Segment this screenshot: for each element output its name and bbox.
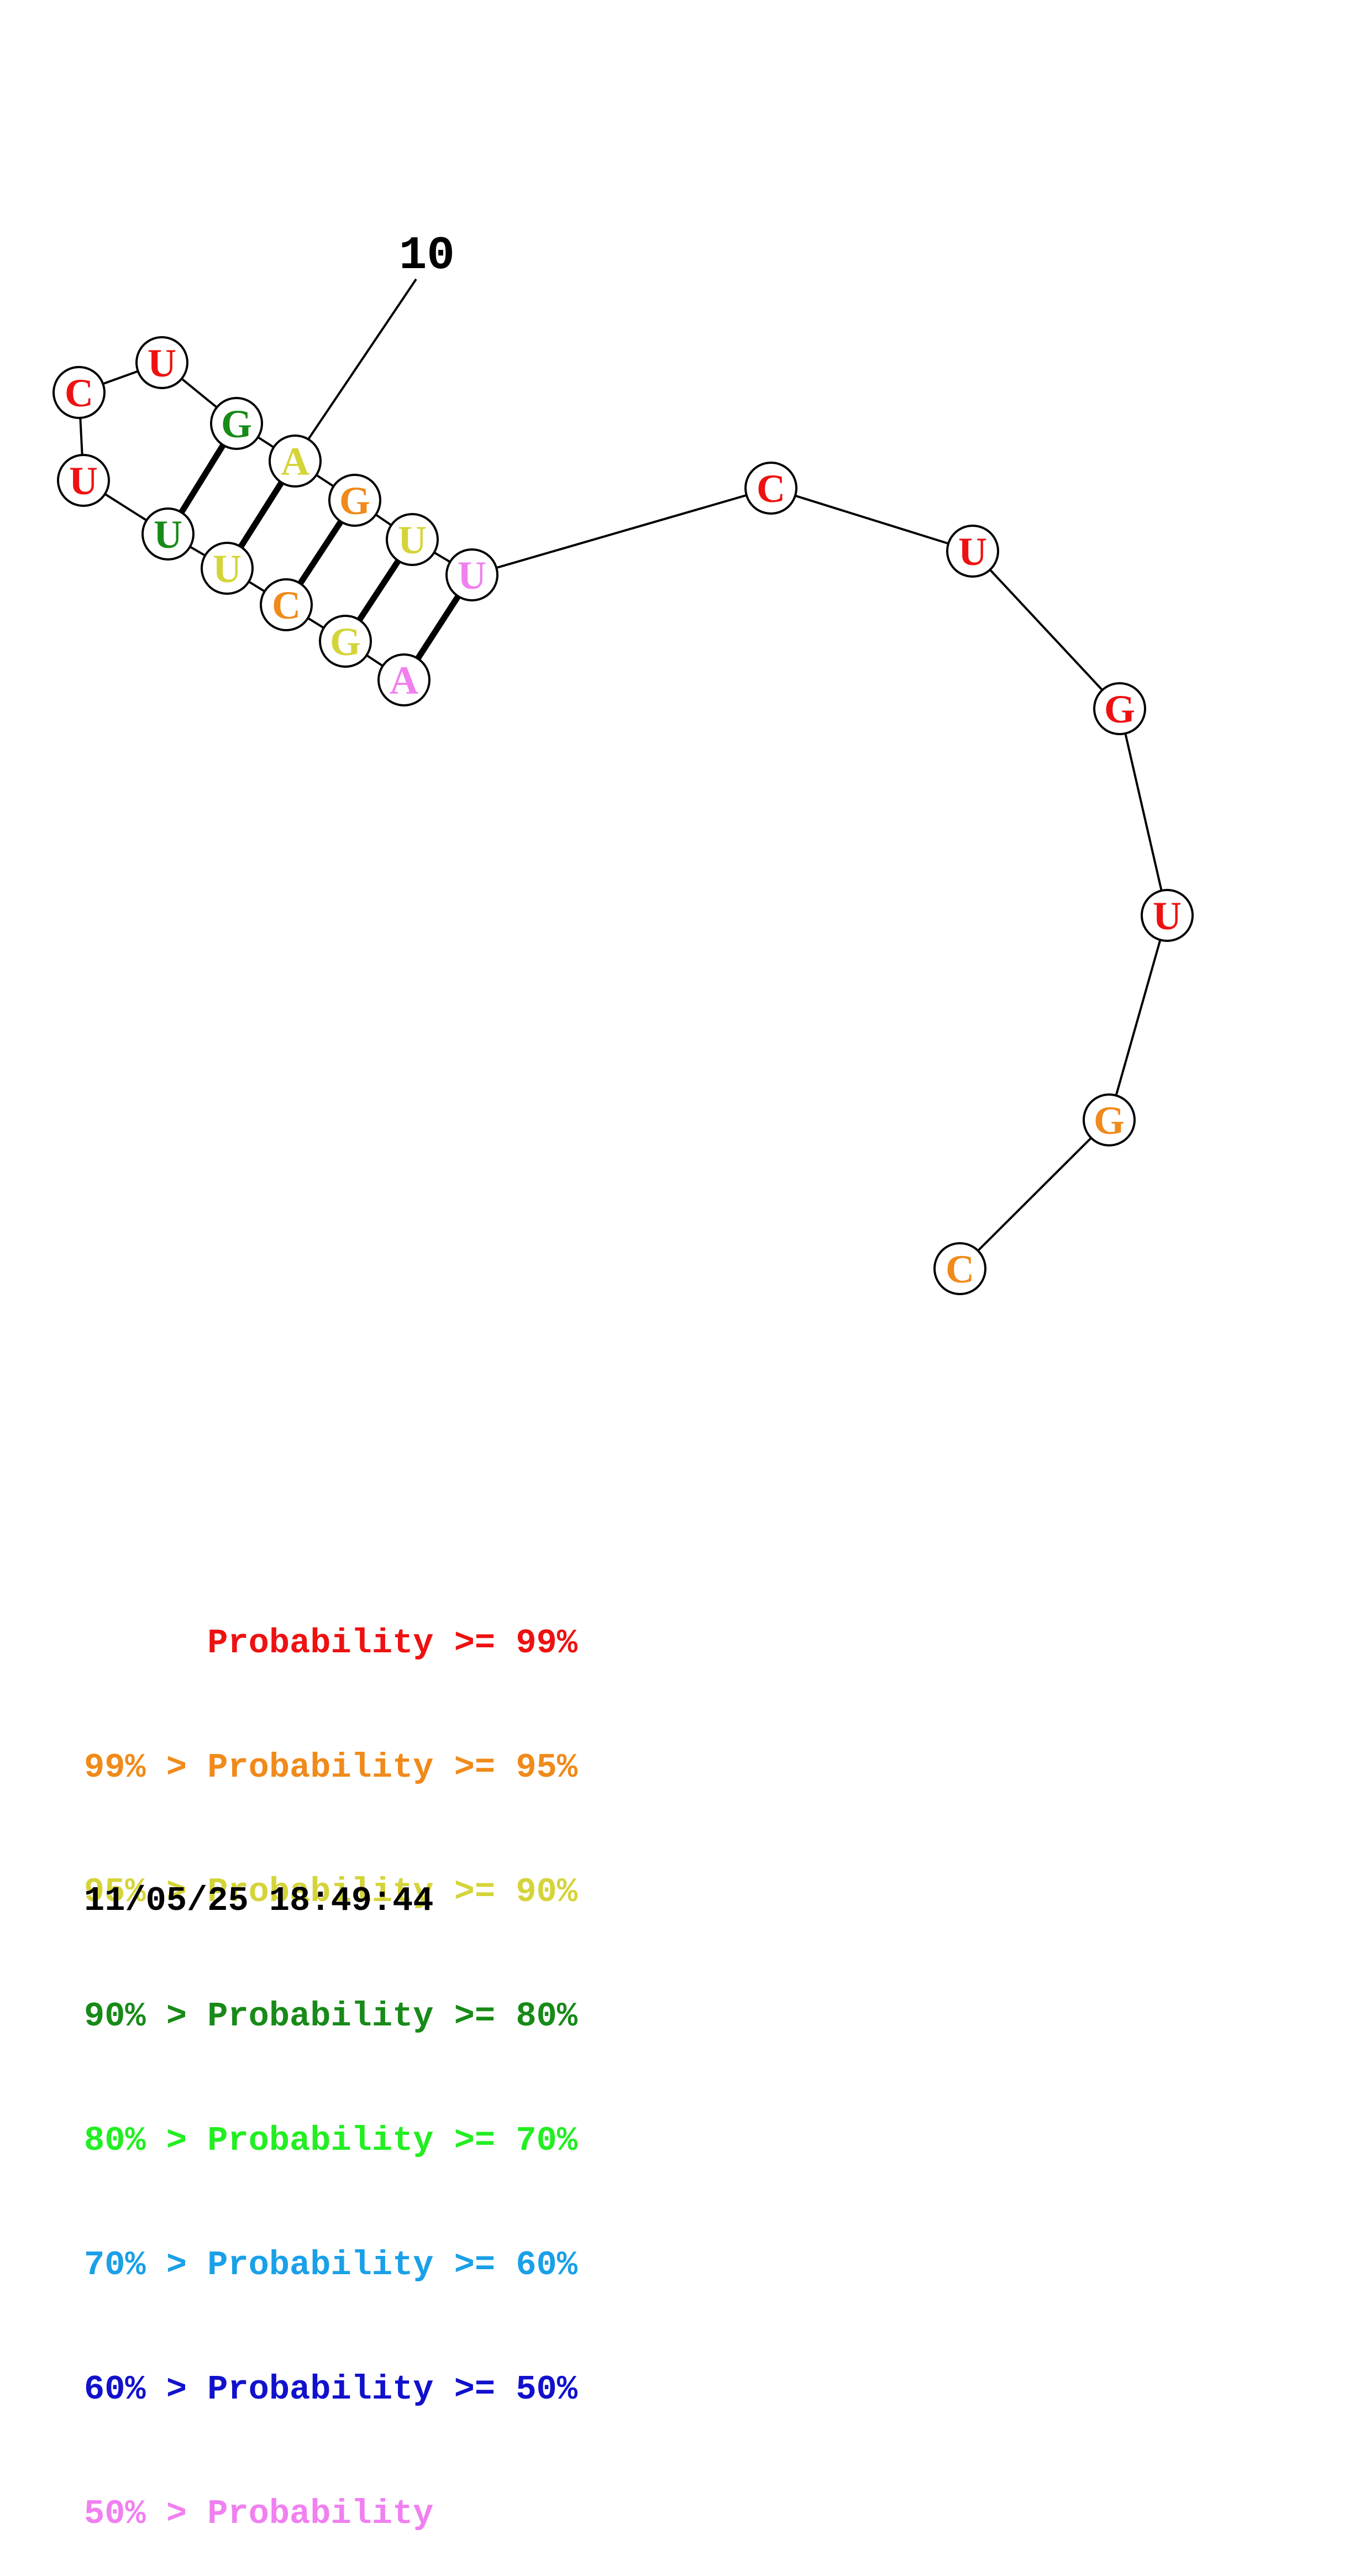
legend-entry-p90: 95% > Probability >= 90% bbox=[84, 1872, 578, 1912]
nucleotide-circle bbox=[328, 474, 381, 527]
nucleotide-circle bbox=[135, 336, 188, 389]
nucleotide-node: A bbox=[377, 653, 431, 706]
nucleotide-node: U bbox=[1141, 889, 1194, 942]
nucleotide-circle bbox=[1141, 889, 1194, 942]
nucleotide-node: U bbox=[201, 542, 254, 595]
backbone-segment bbox=[770, 487, 973, 552]
nucleotide-circle bbox=[57, 454, 110, 507]
nucleotide-node: U bbox=[386, 513, 439, 566]
nucleotide-circle bbox=[744, 462, 797, 515]
nucleotide-circle bbox=[319, 615, 372, 668]
nucleotide-node: U bbox=[946, 525, 999, 578]
nucleotide-letter: U bbox=[398, 518, 427, 562]
nucleotide-circle bbox=[269, 434, 322, 488]
legend-entry-p70: 80% > Probability >= 70% bbox=[84, 2121, 578, 2160]
nucleotide-node: U bbox=[445, 548, 498, 601]
nucleotide-letter: C bbox=[757, 467, 785, 511]
nucleotide-letter: C bbox=[65, 371, 93, 415]
nucleotide-letter: U bbox=[1153, 894, 1182, 938]
nucleotide-node: C bbox=[53, 366, 106, 419]
legend-entry-p95: 99% > Probability >= 95% bbox=[84, 1748, 578, 1787]
position-label-pointer bbox=[293, 278, 417, 462]
nucleotide-node: G bbox=[328, 474, 381, 527]
nucleotide-node: C bbox=[260, 578, 313, 631]
position-label-10: 10 bbox=[293, 230, 455, 462]
nucleotide-letter: U bbox=[213, 547, 242, 591]
nucleotide-node: U bbox=[135, 336, 188, 389]
nucleotide-letter: G bbox=[1104, 687, 1135, 731]
legend-entry-p99: Probability >= 99% bbox=[84, 1624, 578, 1663]
nucleotide-node: C bbox=[933, 1242, 986, 1295]
nucleotide-circle bbox=[1093, 682, 1146, 735]
nucleotide-letter: G bbox=[330, 620, 361, 664]
nucleotide-letter: U bbox=[148, 341, 176, 385]
backbone-segment bbox=[471, 487, 771, 576]
nucleotide-circle bbox=[445, 548, 498, 601]
nucleotide-circle bbox=[946, 525, 999, 578]
nucleotide-letter: G bbox=[221, 402, 252, 446]
nucleotide-letter: A bbox=[281, 439, 309, 484]
nucleotide-letter: C bbox=[946, 1247, 974, 1291]
nucleotide-circle bbox=[933, 1242, 986, 1295]
nucleotide-letter: G bbox=[1094, 1098, 1125, 1143]
nucleotide-letter: U bbox=[958, 530, 987, 574]
backbone-segment bbox=[959, 1119, 1110, 1270]
nucleotide-node: G bbox=[1093, 682, 1146, 735]
nucleotide-node: C bbox=[744, 462, 797, 515]
timestamp: 11/05/25 18:49:44 bbox=[84, 1881, 434, 1920]
nucleotide-circle bbox=[201, 542, 254, 595]
backbone-lines bbox=[78, 362, 1168, 1270]
legend-entry-below50: 50% > Probability bbox=[84, 2494, 434, 2533]
nucleotide-letter: U bbox=[458, 553, 486, 598]
nucleotide-node: U bbox=[57, 454, 110, 507]
nucleotide-node: U bbox=[141, 507, 195, 561]
position-label-text: 10 bbox=[399, 230, 455, 282]
nucleotide-circle bbox=[386, 513, 439, 566]
backbone-segment bbox=[972, 550, 1121, 710]
nucleotide-circle bbox=[260, 578, 313, 631]
nucleotide-circle bbox=[53, 366, 106, 419]
nucleotide-letter: U bbox=[154, 512, 182, 557]
probability-legend: Probability >= 99% 99% > Probability >= … bbox=[84, 1540, 578, 2576]
legend-entry-p50: 60% > Probability >= 50% bbox=[84, 2370, 578, 2409]
nucleotide-circle bbox=[141, 507, 195, 561]
nucleotide-letter: C bbox=[272, 583, 301, 627]
nucleotide-node: G bbox=[210, 397, 263, 450]
nucleotide-node: G bbox=[1083, 1093, 1136, 1146]
legend-entry-p60: 70% > Probability >= 60% bbox=[84, 2245, 578, 2285]
nucleotide-circle bbox=[1083, 1093, 1136, 1146]
nucleotide-circle bbox=[377, 653, 431, 706]
backbone-segment bbox=[1108, 915, 1168, 1121]
nucleotide-letter: G bbox=[339, 479, 370, 523]
nucleotide-letter: A bbox=[390, 658, 418, 703]
nucleotide-node: G bbox=[319, 615, 372, 668]
nucleotide-circle bbox=[210, 397, 263, 450]
backbone-segment bbox=[1119, 708, 1168, 916]
nucleotide-letter: U bbox=[69, 459, 98, 503]
nucleotide-node: A bbox=[269, 434, 322, 488]
legend-entry-p80: 90% > Probability >= 80% bbox=[84, 1997, 578, 2036]
